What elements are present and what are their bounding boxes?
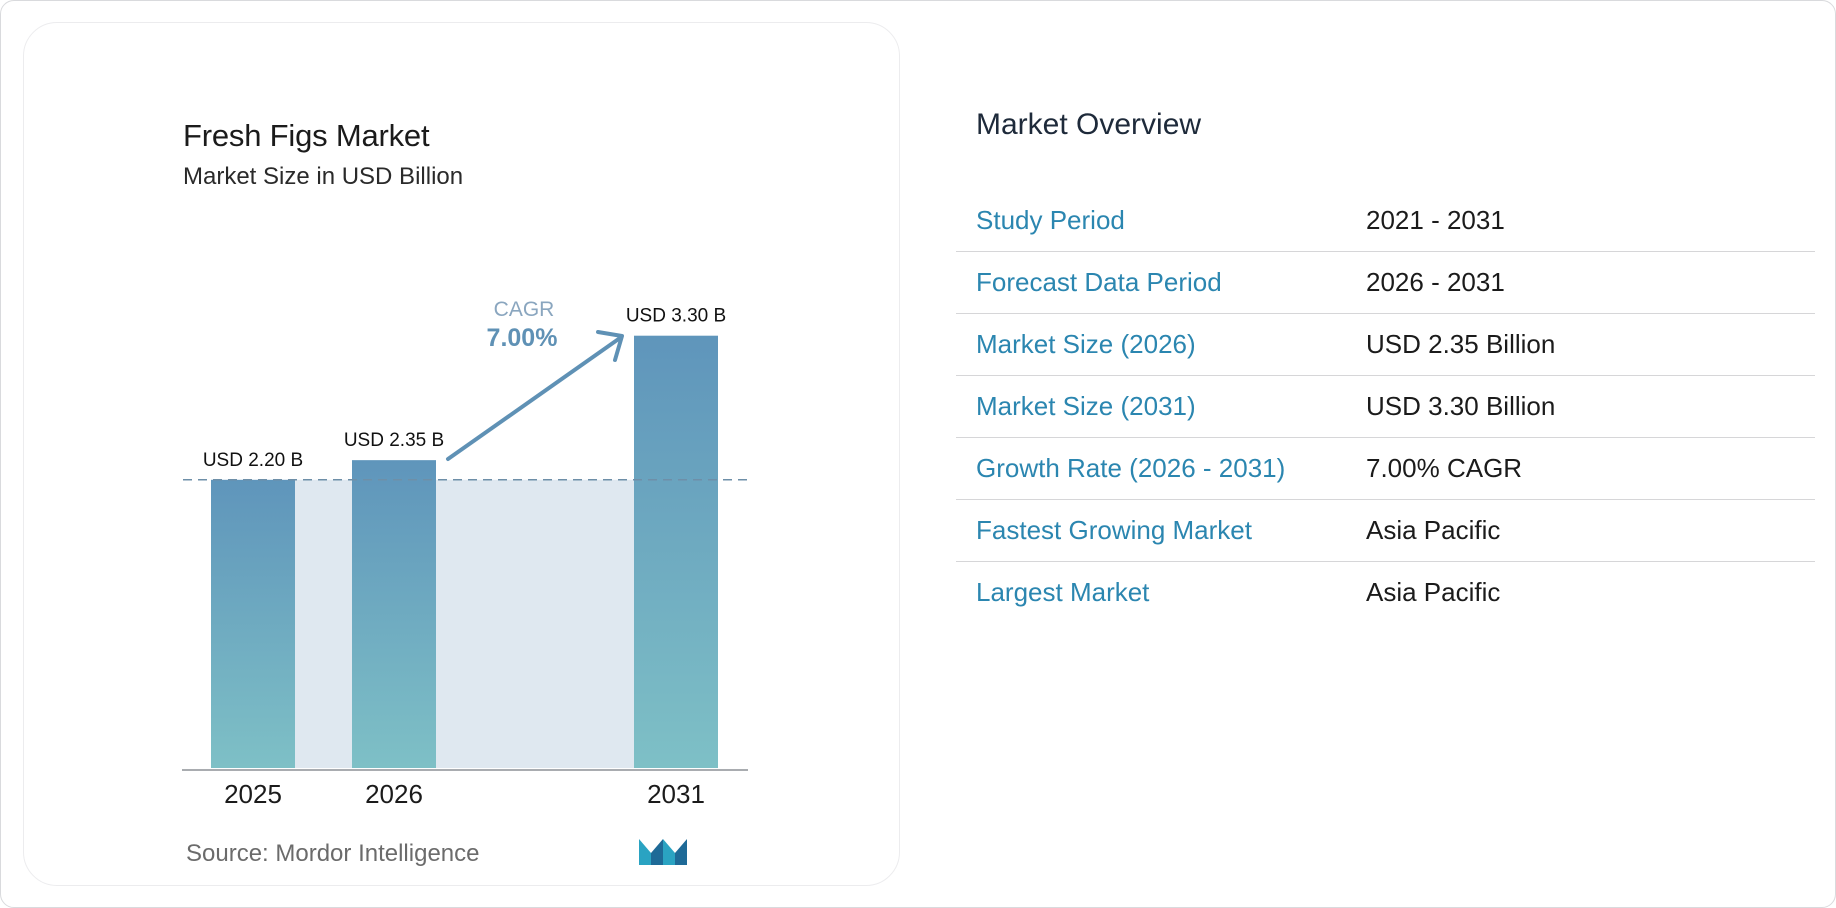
bar-2031: [634, 335, 718, 768]
row-value: 2021 - 2031: [1366, 205, 1505, 235]
data-label-2031: USD 3.30 B: [626, 306, 726, 327]
overview-row-market-size-2031: Market Size (2031) USD 3.30 Billion: [956, 376, 1815, 438]
row-label: Forecast Data Period: [976, 267, 1222, 297]
cagr-arrow-head-icon: [596, 330, 624, 362]
x-tick-label-2031: 2031: [647, 779, 705, 809]
row-label: Market Size (2031): [976, 391, 1196, 421]
row-label: Market Size (2026): [976, 329, 1196, 359]
x-tick-label-2025: 2025: [224, 779, 282, 809]
overview-row-fastest-growing: Fastest Growing Market Asia Pacific: [956, 500, 1815, 562]
row-value: USD 3.30 Billion: [1366, 391, 1556, 421]
row-value: USD 2.35 Billion: [1366, 329, 1556, 359]
bar-chart: USD 2.20 B 2025 USD 2.35 B 2026 USD 3.30 B 20…: [182, 298, 752, 809]
row-label: Largest Market: [976, 577, 1150, 607]
bar-2025: [211, 479, 295, 768]
overview-row-growth-rate: Growth Rate (2026 - 2031) 7.00% CAGR: [956, 438, 1815, 500]
row-label: Growth Rate (2026 - 2031): [976, 453, 1286, 483]
cagr-annotation: CAGR 7.00%: [446, 298, 624, 461]
row-label: Fastest Growing Market: [976, 515, 1252, 545]
overview-row-market-size-2026: Market Size (2026) USD 2.35 Billion: [956, 314, 1815, 376]
overview-row-largest-market: Largest Market Asia Pacific: [956, 562, 1815, 623]
x-tick-label-2026: 2026: [365, 779, 423, 809]
mordor-intelligence-logo-icon: [639, 839, 687, 865]
data-label-2025: USD 2.20 B: [203, 450, 303, 471]
row-value: 7.00% CAGR: [1366, 453, 1523, 483]
data-label-2026: USD 2.35 B: [344, 430, 444, 451]
cagr-value: 7.00%: [487, 324, 558, 352]
row-value: Asia Pacific: [1366, 515, 1501, 545]
row-value: Asia Pacific: [1366, 577, 1501, 607]
chart-subtitle: Market Size in USD Billion: [183, 163, 464, 190]
overview-row-forecast-period: Forecast Data Period 2026 - 2031: [956, 252, 1815, 314]
overview-row-study-period: Study Period 2021 - 2031: [956, 190, 1815, 252]
source-note: Source: Mordor Intelligence: [186, 840, 480, 867]
row-label: Study Period: [976, 205, 1125, 235]
cagr-arrow-icon: [446, 336, 622, 461]
bar-2026: [352, 460, 436, 768]
baseline-band: [295, 479, 634, 768]
chart-title: Fresh Figs Market: [183, 118, 430, 153]
overview-table: Study Period 2021 - 2031 Forecast Data P…: [956, 190, 1815, 623]
overview-title: Market Overview: [976, 108, 1202, 141]
row-value: 2026 - 2031: [1366, 267, 1505, 297]
cagr-label: CAGR: [494, 298, 555, 321]
